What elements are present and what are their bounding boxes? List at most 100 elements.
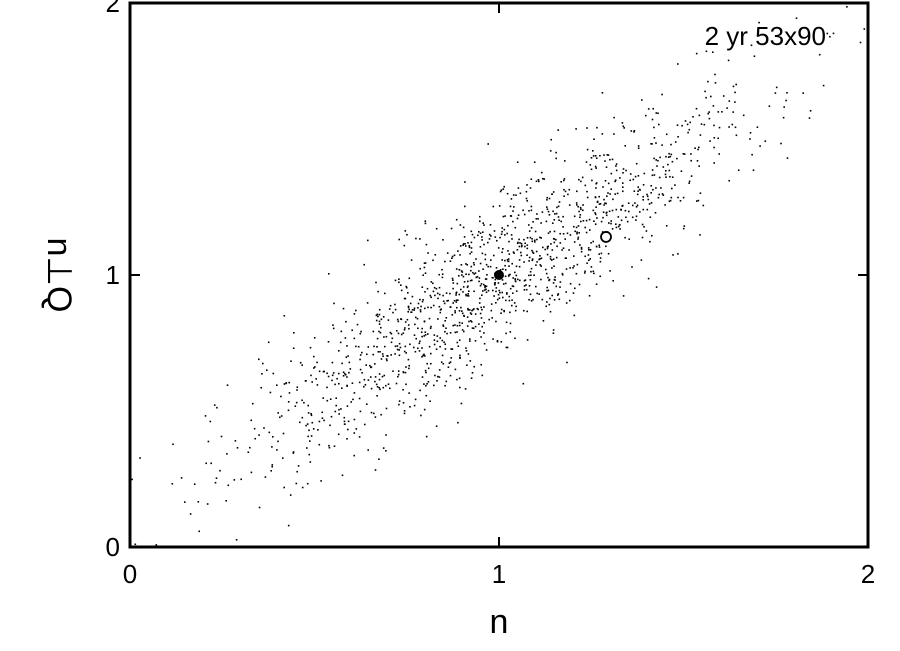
scatter-point: [576, 190, 578, 193]
scatter-point: [518, 238, 520, 241]
scatter-point: [641, 223, 644, 226]
scatter-point: [535, 250, 538, 253]
scatter-point: [468, 244, 471, 247]
scatter-point: [470, 247, 473, 249]
scatter-point: [525, 288, 528, 291]
scatter-point: [408, 392, 410, 394]
scatter-point: [645, 114, 647, 117]
scatter-point: [528, 285, 531, 287]
scatter-point: [384, 292, 386, 295]
scatter-point: [643, 226, 645, 228]
scatter-point: [378, 458, 380, 460]
scatter-point: [575, 202, 578, 204]
scatter-point: [444, 260, 446, 263]
scatter-point: [433, 339, 436, 341]
scatter-point: [350, 401, 352, 403]
scatter-point: [546, 253, 549, 256]
scatter-point: [459, 354, 461, 357]
scatter-point: [503, 228, 506, 231]
scatter-point: [408, 364, 410, 367]
scatter-point: [563, 188, 565, 191]
scatter-point: [403, 412, 406, 415]
scatter-point: [499, 269, 502, 271]
scatter-point: [478, 231, 480, 233]
open-circle-marker: [600, 231, 612, 243]
scatter-point: [495, 320, 497, 323]
scatter-point: [506, 293, 508, 295]
scatter-point: [569, 267, 571, 269]
scatter-point: [500, 189, 503, 191]
scatter-point: [397, 375, 399, 378]
scatter-point: [742, 114, 745, 117]
scatter-point: [337, 433, 340, 436]
scatter-point: [295, 482, 298, 485]
scatter-point: [573, 314, 576, 317]
scatter-point: [780, 142, 782, 145]
scatter-point: [492, 289, 494, 292]
scatter-point: [451, 257, 453, 259]
scatter-point: [433, 343, 436, 346]
scatter-point: [692, 116, 694, 118]
scatter-point: [489, 265, 492, 268]
scatter-point: [594, 223, 597, 225]
scatter-point: [665, 170, 667, 172]
scatter-point: [696, 160, 699, 162]
scatter-point: [553, 299, 556, 301]
scatter-point: [652, 107, 654, 110]
scatter-point: [331, 361, 334, 364]
scatter-point: [737, 169, 740, 171]
scatter-point: [420, 305, 422, 308]
scatter-point: [532, 221, 534, 223]
scatter-point: [513, 252, 515, 254]
scatter-point: [410, 259, 413, 261]
scatter-point: [460, 306, 462, 309]
scatter-point: [310, 412, 312, 415]
scatter-point: [469, 252, 471, 255]
scatter-point: [400, 289, 403, 292]
scatter-point: [587, 254, 590, 256]
scatter-point: [604, 202, 606, 204]
scatter-point: [488, 238, 491, 240]
scatter-point: [481, 308, 483, 311]
scatter-point: [605, 202, 607, 205]
scatter-point: [309, 346, 312, 349]
scatter-point: [504, 282, 507, 285]
scatter-point: [687, 131, 689, 134]
scatter-point: [795, 17, 798, 19]
scatter-point: [802, 92, 804, 94]
scatter-point: [470, 251, 473, 253]
scatter-point: [207, 440, 210, 443]
scatter-point: [435, 425, 438, 427]
scatter-point: [471, 279, 473, 282]
scatter-point: [642, 195, 644, 198]
scatter-point: [552, 282, 555, 284]
scatter-point: [287, 409, 290, 412]
scatter-point: [586, 262, 588, 264]
scatter-point: [455, 294, 457, 296]
scatter-point: [495, 290, 497, 293]
scatter-point: [661, 144, 663, 146]
scatter-point: [590, 242, 592, 244]
x-axis-label: n: [490, 603, 509, 641]
scatter-point: [510, 198, 513, 200]
scatter-point: [669, 199, 672, 202]
scatter-point: [358, 381, 361, 384]
scatter-point: [398, 238, 400, 241]
scatter-point: [172, 443, 174, 446]
scatter-point: [408, 327, 410, 330]
scatter-point: [661, 93, 663, 96]
scatter-point: [484, 253, 487, 256]
scatter-point: [639, 189, 641, 191]
scatter-point: [479, 312, 482, 315]
scatter-point: [327, 375, 330, 378]
scatter-point: [504, 259, 506, 262]
scatter-point: [449, 374, 452, 377]
scatter-point: [504, 269, 507, 271]
scatter-point: [512, 220, 514, 223]
scatter-point: [432, 282, 434, 285]
scatter-point: [508, 299, 511, 302]
scatter-point: [517, 278, 519, 281]
scatter-point: [389, 304, 392, 307]
scatter-point: [580, 248, 583, 250]
scatter-point: [581, 176, 584, 179]
